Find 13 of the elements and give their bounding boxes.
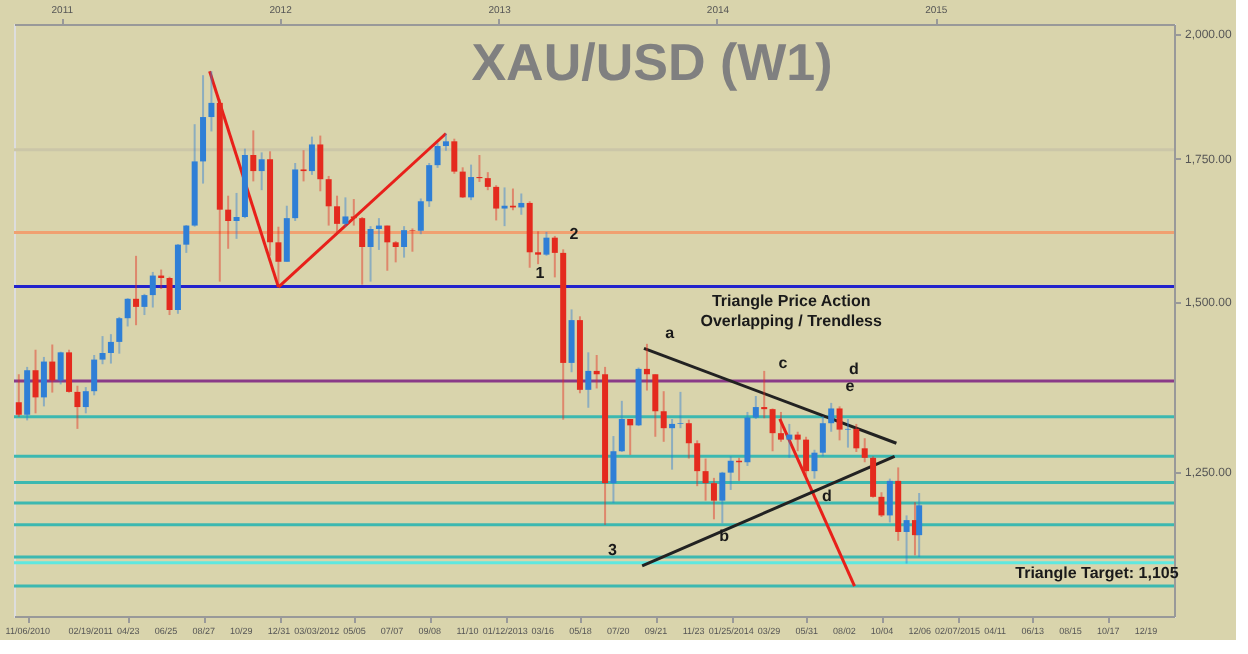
annotation: Triangle Target: 1,105 [1015,564,1180,583]
annotation: e [845,377,856,396]
annotation: d [848,359,859,378]
annotation: 1 [535,264,546,283]
annotation: 3 [607,540,618,559]
annotation: 2 [569,225,580,243]
annotation: d [822,487,833,506]
annotation: Overlapping / Trendless [700,312,883,331]
chart-title: XAU/USD (W1) [471,32,833,92]
annotation: c [778,353,789,372]
annotation: a [665,323,676,342]
annotation: Triangle Price Action [711,292,871,311]
annotation: b [719,526,730,545]
